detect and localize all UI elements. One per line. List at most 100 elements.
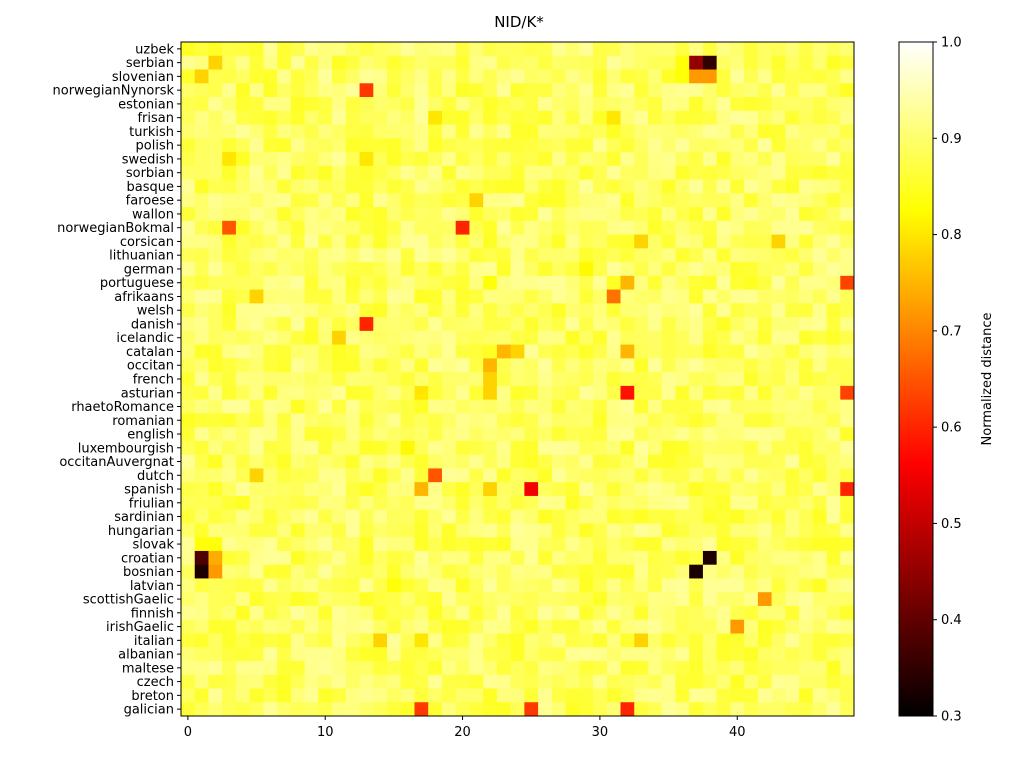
- heatmap-cell: [249, 289, 264, 304]
- heatmap-cell: [812, 152, 827, 167]
- heatmap-cell: [675, 220, 690, 235]
- heatmap-cell: [304, 385, 319, 401]
- heatmap-cell: [634, 69, 649, 84]
- heatmap-cell: [812, 509, 827, 524]
- heatmap-cell: [661, 468, 676, 483]
- heatmap-cell: [551, 138, 566, 153]
- heatmap-cell: [332, 234, 347, 249]
- heatmap-cell: [263, 509, 278, 524]
- heatmap-cell: [387, 317, 402, 332]
- heatmap-cell: [565, 275, 580, 290]
- heatmap-cell: [551, 509, 566, 524]
- heatmap-cell: [661, 385, 676, 401]
- heatmap-cell: [661, 482, 676, 497]
- heatmap-cell: [359, 619, 374, 634]
- heatmap-cell: [524, 537, 539, 552]
- heatmap-cell: [277, 440, 292, 456]
- heatmap-cell: [620, 358, 635, 373]
- heatmap-cell: [428, 372, 443, 387]
- heatmap-cell: [771, 647, 786, 662]
- heatmap-cell: [771, 413, 786, 428]
- heatmap-cell: [634, 564, 649, 579]
- heatmap-cell: [730, 344, 745, 359]
- heatmap-cell: [771, 83, 786, 98]
- heatmap-cell: [606, 619, 621, 634]
- heatmap-cell: [263, 413, 278, 428]
- heatmap-cell: [222, 152, 237, 167]
- heatmap-cell: [441, 523, 457, 538]
- heatmap-cell: [208, 97, 223, 112]
- heatmap-cell: [194, 482, 209, 497]
- heatmap-cell: [483, 509, 498, 524]
- heatmap-cell: [661, 55, 676, 70]
- heatmap-cell: [716, 42, 731, 57]
- heatmap-cell: [510, 97, 525, 112]
- heatmap-cell: [661, 550, 676, 566]
- heatmap-cell: [373, 413, 388, 428]
- heatmap-cell: [345, 289, 360, 304]
- heatmap-cell: [345, 193, 360, 208]
- heatmap-cell: [373, 330, 388, 346]
- heatmap-cell: [345, 165, 360, 180]
- y-tick-label: czech: [137, 675, 174, 690]
- heatmap-cell: [249, 413, 264, 428]
- heatmap-cell: [538, 358, 553, 373]
- heatmap-cell: [222, 509, 237, 524]
- heatmap-cell: [414, 592, 429, 607]
- heatmap-cell: [634, 660, 649, 676]
- heatmap-cell: [757, 83, 772, 98]
- heatmap-cell: [345, 523, 360, 538]
- heatmap-cell: [318, 138, 333, 153]
- heatmap-cell: [634, 83, 649, 98]
- heatmap-cell: [744, 234, 759, 249]
- heatmap-cell: [469, 248, 484, 263]
- heatmap-cell: [757, 605, 772, 621]
- heatmap-cell: [565, 97, 580, 112]
- heatmap-cell: [441, 138, 457, 153]
- heatmap-cell: [414, 110, 429, 125]
- heatmap-cell: [593, 55, 608, 70]
- heatmap-cell: [812, 660, 827, 676]
- heatmap-cell: [318, 564, 333, 579]
- heatmap-cell: [496, 275, 512, 290]
- heatmap-cell: [345, 619, 360, 634]
- heatmap-cell: [689, 83, 704, 98]
- heatmap-cell: [277, 97, 292, 112]
- heatmap-cell: [263, 234, 278, 249]
- heatmap-cell: [744, 42, 759, 57]
- heatmap-cell: [730, 69, 745, 84]
- heatmap-cell: [593, 688, 608, 703]
- heatmap-cell: [387, 509, 402, 524]
- heatmap-cell: [496, 193, 512, 208]
- heatmap-cell: [840, 344, 855, 359]
- heatmap-cell: [606, 220, 621, 235]
- heatmap-cell: [730, 702, 745, 717]
- heatmap-cell: [277, 110, 292, 125]
- heatmap-cell: [208, 647, 223, 662]
- heatmap-cell: [277, 495, 292, 511]
- heatmap-cell: [400, 42, 415, 57]
- heatmap-cell: [249, 358, 264, 373]
- heatmap-cell: [181, 165, 196, 180]
- heatmap-cell: [785, 660, 800, 676]
- heatmap-cell: [757, 330, 772, 346]
- heatmap-cell: [771, 468, 786, 483]
- heatmap-cell: [428, 110, 443, 125]
- heatmap-cell: [744, 509, 759, 524]
- heatmap-cell: [510, 358, 525, 373]
- heatmap-cell: [318, 124, 333, 139]
- heatmap-cell: [524, 413, 539, 428]
- heatmap-cell: [304, 482, 319, 497]
- heatmap-cell: [524, 482, 539, 497]
- heatmap-cell: [538, 674, 553, 689]
- heatmap-cell: [387, 523, 402, 538]
- heatmap-cell: [757, 413, 772, 428]
- heatmap-cell: [455, 110, 470, 125]
- heatmap-cell: [538, 619, 553, 634]
- heatmap-cell: [551, 248, 566, 263]
- heatmap-cell: [647, 317, 663, 332]
- heatmap-cell: [483, 660, 498, 676]
- heatmap-cell: [263, 42, 278, 57]
- heatmap-cell: [757, 97, 772, 112]
- heatmap-cell: [469, 330, 484, 346]
